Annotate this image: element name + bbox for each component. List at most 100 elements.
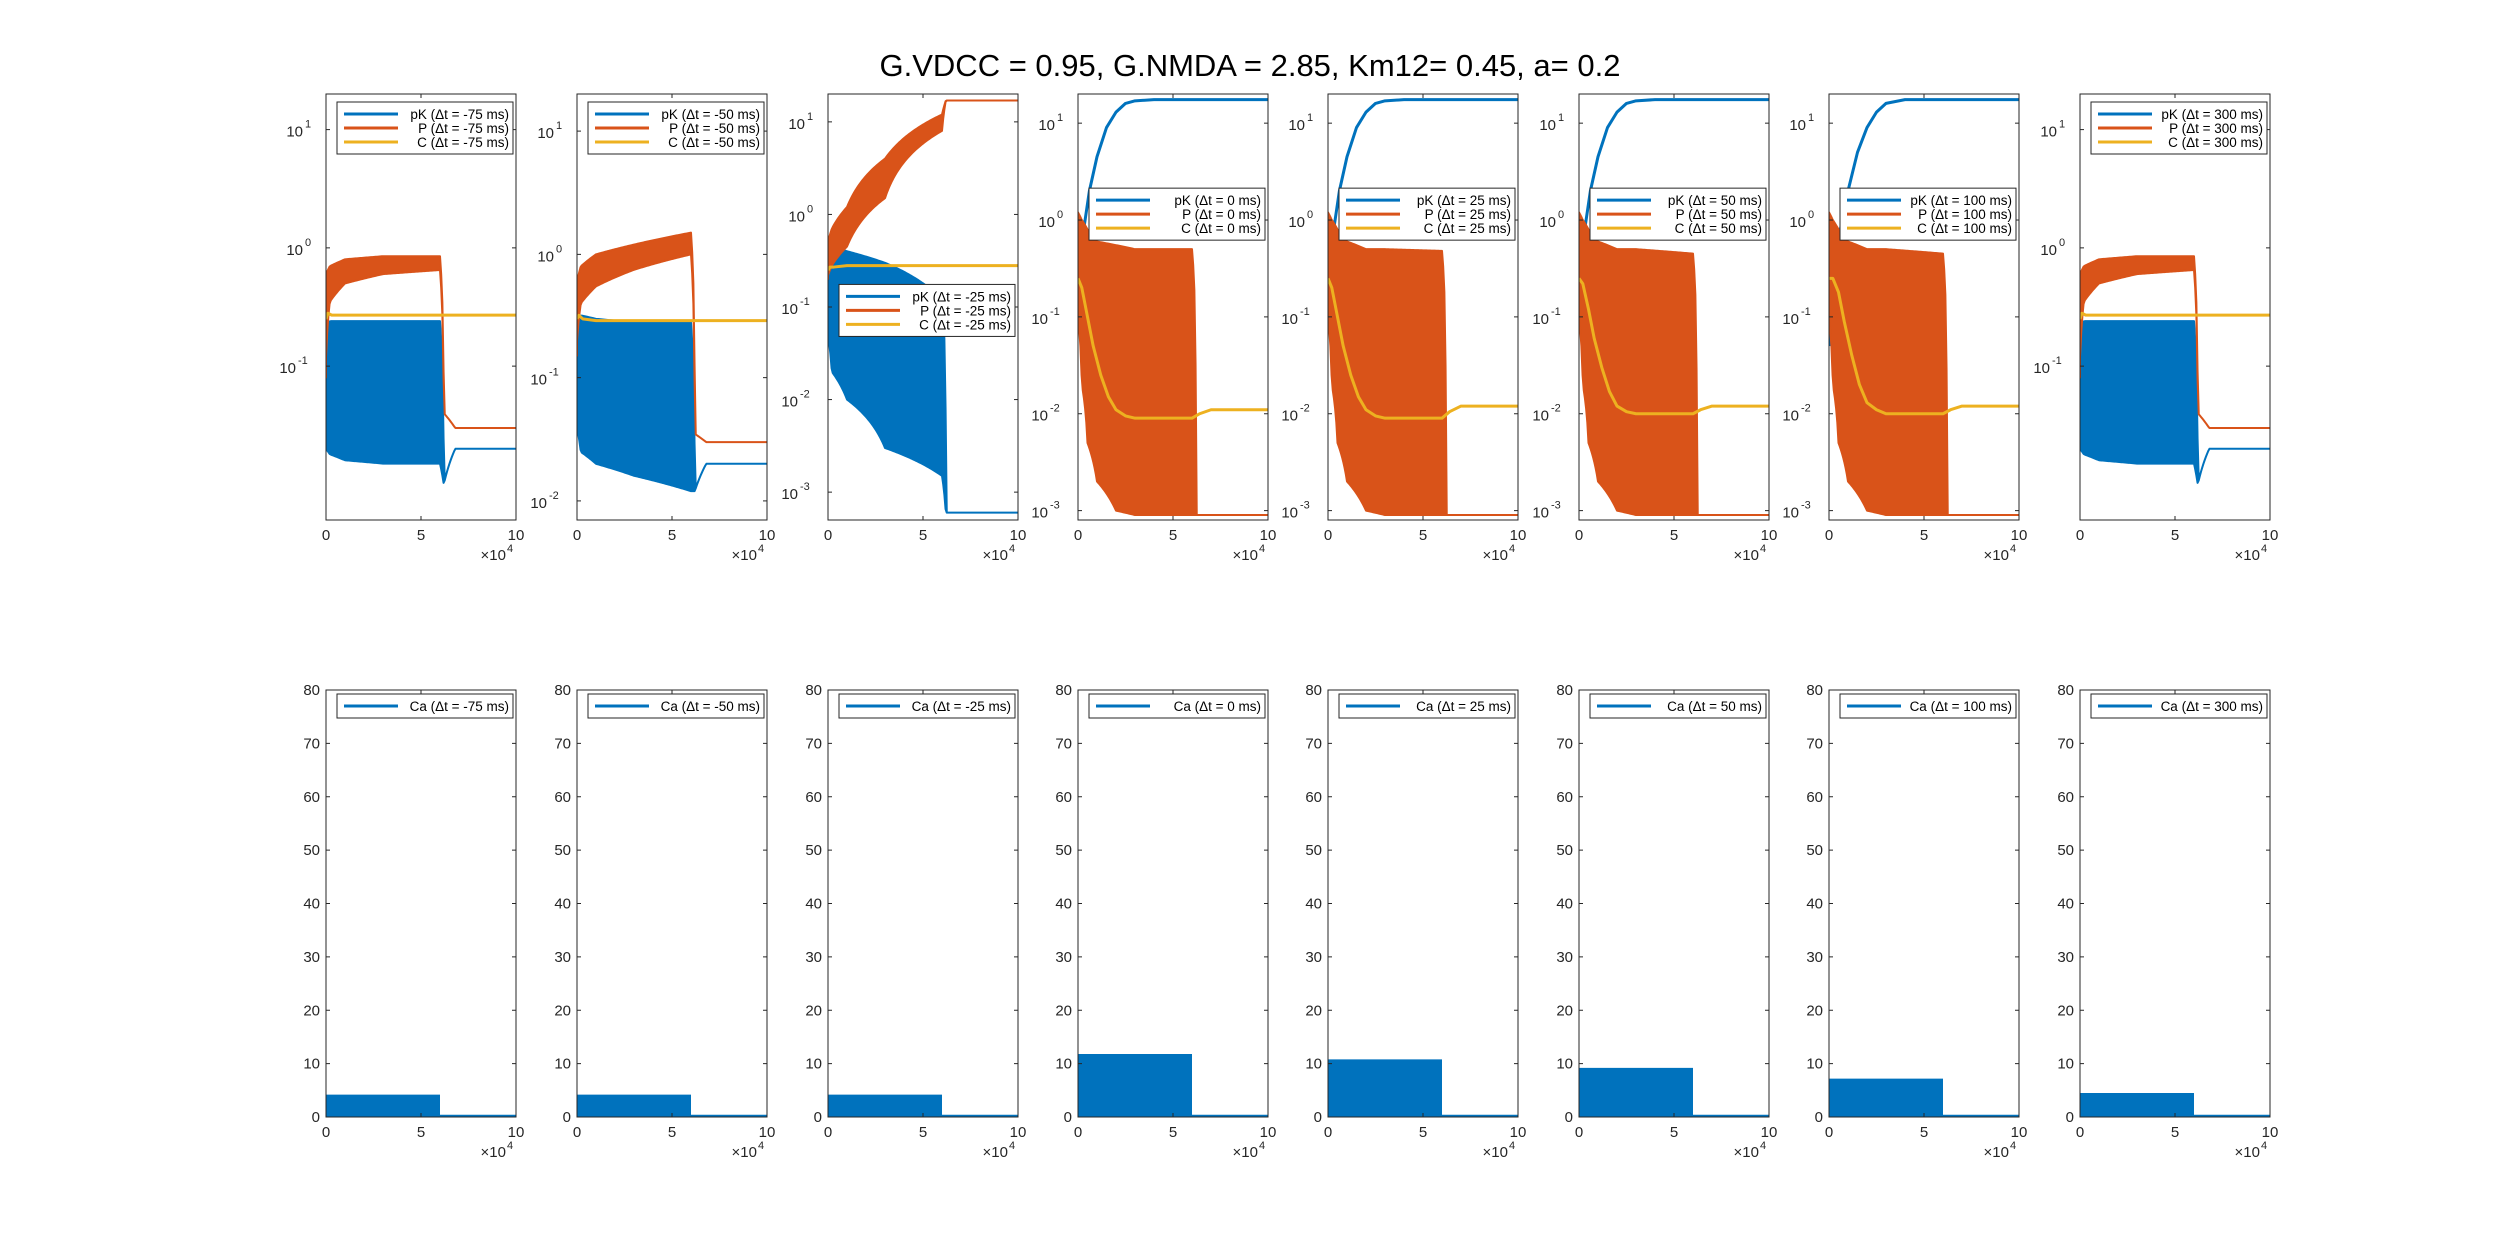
x-tick-label: 0 [1825,527,1833,544]
x-multiplier-exponent: 4 [2261,1140,2267,1152]
y-tick-label: 80 [1305,682,1322,699]
y-tick-exponent: -2 [1050,403,1060,415]
y-tick-label: 20 [805,1002,822,1019]
x-tick-label: 5 [1169,1124,1177,1141]
x-tick-label: 10 [1761,527,1778,544]
legend-entry-ca: Ca (Δt = -25 ms) [912,699,1011,714]
legend: pK (Δt = 100 ms)P (Δt = 100 ms)C (Δt = 1… [1839,187,2017,241]
y-tick-exponent: -2 [1551,403,1561,415]
y-tick-label: 10 [1539,214,1556,231]
y-tick-label: 10 [2057,1056,2074,1073]
x-tick-label: 5 [1419,1124,1427,1141]
y-tick-label: 30 [2057,949,2074,966]
x-multiplier-label: ×10 [1984,547,2009,564]
y-tick-exponent: 1 [1057,112,1063,124]
data-layer [1078,98,1268,517]
y-tick-exponent: -3 [1551,500,1561,512]
legend-entry-p: P (Δt = 300 ms) [2169,121,2263,136]
y-tick-label: 10 [788,116,805,133]
x-tick-label: 0 [2076,527,2084,544]
y-tick-exponent: 1 [556,120,562,132]
x-multiplier-label: ×10 [1734,1144,1759,1161]
plot-area [1829,690,2019,1117]
y-tick-label: 10 [1288,117,1305,134]
legend-entry-c: C (Δt = 100 ms) [1917,221,2012,236]
y-tick-label: 10 [1556,1056,1573,1073]
data-layer [1078,1054,1268,1117]
y-tick-label: 40 [554,896,571,913]
x-tick-label: 10 [2262,527,2279,544]
data-layer [2080,1092,2270,1117]
plot-area [1579,690,1769,1117]
x-tick-label: 0 [573,1124,581,1141]
series-c [828,264,1018,271]
legend: Ca (Δt = -75 ms) [336,693,514,719]
y-tick-label: 10 [1281,505,1298,522]
legend-entry-p: P (Δt = -25 ms) [920,303,1011,318]
y-tick-exponent: 0 [1057,209,1063,221]
legend-entry-p: P (Δt = -75 ms) [418,121,509,136]
y-tick-label: 20 [1806,1002,1823,1019]
legend: pK (Δt = -50 ms)P (Δt = -50 ms)C (Δt = -… [587,101,765,155]
y-tick-label: 30 [805,949,822,966]
y-tick-exponent: 0 [807,203,813,215]
legend: Ca (Δt = 100 ms) [1839,693,2017,719]
legend: Ca (Δt = -50 ms) [587,693,765,719]
y-tick-label: 30 [1556,949,1573,966]
y-tick-label: 70 [554,735,571,752]
legend-box [1839,693,2017,719]
y-tick-exponent: 0 [2059,237,2065,249]
y-tick-label: 0 [563,1109,571,1126]
y-tick-label: 0 [1064,1109,1072,1126]
y-tick-label: 10 [2040,124,2057,141]
y-tick-label: 40 [2057,896,2074,913]
data-layer [1328,98,1518,517]
y-tick-label: 80 [1556,682,1573,699]
y-tick-label: 10 [1806,1056,1823,1073]
x-tick-label: 10 [2011,1124,2028,1141]
y-tick-label: 10 [554,1056,571,1073]
plot-area [1078,690,1268,1117]
y-tick-label: 10 [1288,214,1305,231]
y-tick-label: 10 [279,360,296,377]
y-tick-label: 10 [1031,505,1048,522]
y-tick-label: 10 [781,301,798,318]
legend-entry-c: C (Δt = -50 ms) [668,135,760,150]
y-tick-label: 60 [1055,789,1072,806]
y-tick-label: 10 [530,495,547,512]
legend-entry-ca: Ca (Δt = -50 ms) [661,699,760,714]
x-tick-label: 5 [1920,1124,1928,1141]
series-c [1328,277,1518,420]
subplot-top-1: 0 5 10×10 410 -110 010 1pK (Δt = -75 ms)P (Δt … [279,93,525,564]
x-tick-label: 5 [919,527,927,544]
plot-area [828,690,1018,1117]
subplot-top-7: 0 5 10×10 410 -310 -210 -110 010 1pK (Δt = 100 m… [1782,93,2027,564]
data-layer [326,1094,516,1117]
x-tick-label: 10 [508,527,525,544]
x-multiplier-label: ×10 [481,1144,506,1161]
y-tick-label: 10 [788,208,805,225]
legend-entry-pk: pK (Δt = 300 ms) [2161,107,2263,122]
y-tick-label: 10 [1539,117,1556,134]
x-tick-label: 10 [759,527,776,544]
y-tick-label: 50 [2057,842,2074,859]
y-tick-label: 80 [303,682,320,699]
series-c [1829,276,2019,416]
y-tick-exponent: 1 [807,111,813,123]
x-tick-label: 10 [1510,1124,1527,1141]
series-p [326,255,516,429]
x-multiplier-exponent: 4 [758,543,764,555]
y-tick-exponent: -3 [1801,500,1811,512]
y-tick-label: 80 [554,682,571,699]
data-layer [577,231,767,493]
data-layer [326,255,516,484]
x-tick-label: 0 [1324,527,1332,544]
x-tick-label: 0 [824,527,832,544]
y-tick-label: 10 [537,125,554,142]
x-tick-label: 10 [1761,1124,1778,1141]
y-tick-label: 80 [2057,682,2074,699]
ca-area [828,1094,942,1117]
y-tick-label: 50 [1556,842,1573,859]
